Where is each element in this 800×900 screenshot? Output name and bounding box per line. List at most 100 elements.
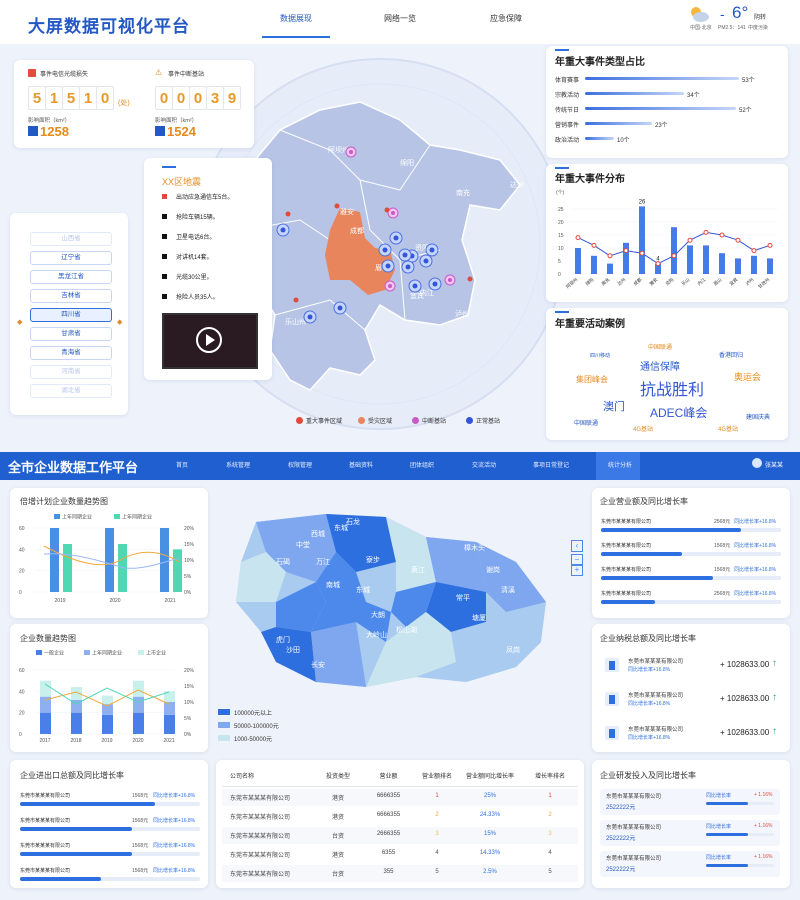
trend-point[interactable] — [623, 248, 629, 254]
stacked-bar[interactable] — [102, 714, 113, 734]
tab-emergency-support[interactable]: 应急保障 — [490, 14, 522, 23]
dist-bar[interactable] — [719, 253, 725, 274]
interrupted-station-marker[interactable] — [345, 146, 357, 158]
normal-station-marker[interactable] — [333, 301, 347, 315]
trend-point[interactable] — [591, 242, 597, 248]
major-event-point[interactable] — [293, 297, 299, 303]
stacked-bar[interactable] — [164, 691, 175, 702]
bottom-nav-item[interactable]: 权限管理 — [288, 463, 313, 469]
normal-station-marker[interactable] — [276, 223, 290, 237]
trend-point[interactable] — [655, 261, 661, 267]
stacked-bar[interactable] — [40, 696, 51, 713]
normal-station-marker[interactable] — [401, 260, 415, 274]
interrupted-station-marker[interactable] — [384, 280, 396, 292]
bottom-nav-item[interactable]: 团体组织 — [410, 463, 435, 469]
dist-bar[interactable] — [575, 248, 581, 274]
wordcloud-word[interactable]: 中国联通 — [648, 345, 673, 351]
stacked-bar[interactable] — [133, 696, 144, 713]
trend-point[interactable] — [751, 248, 757, 254]
wordcloud-word[interactable]: 奥运会 — [734, 372, 762, 382]
province-item[interactable]: 黑龙江省 — [30, 270, 112, 284]
bar[interactable] — [173, 549, 182, 592]
user-avatar[interactable] — [752, 458, 762, 468]
normal-station-marker[interactable] — [389, 231, 403, 245]
dist-bar[interactable] — [687, 245, 693, 274]
normal-station-marker[interactable] — [378, 243, 392, 257]
normal-station-marker[interactable] — [425, 243, 439, 257]
trend-point[interactable] — [575, 235, 581, 241]
wordcloud-word[interactable]: 集团峰会 — [576, 375, 608, 384]
normal-station-marker[interactable] — [398, 248, 412, 262]
trend-point[interactable] — [703, 229, 709, 235]
trend-point[interactable] — [767, 242, 773, 248]
wordcloud-word[interactable]: 澳门 — [603, 401, 625, 413]
play-icon[interactable] — [195, 326, 223, 354]
dist-bar[interactable] — [655, 263, 661, 274]
major-event-point[interactable] — [467, 276, 473, 282]
map-zoom-in[interactable]: + — [571, 564, 583, 576]
tab-data-display[interactable]: 数据展现 — [280, 14, 312, 23]
trend-point[interactable] — [735, 237, 741, 243]
bottom-nav-item[interactable]: 基础资料 — [349, 463, 374, 469]
interrupted-station-marker[interactable] — [387, 207, 399, 219]
province-item[interactable]: 甘肃省 — [30, 327, 112, 341]
province-item[interactable]: 河南省 — [30, 365, 112, 379]
wordcloud-word[interactable]: 通信保障 — [640, 362, 680, 373]
bar[interactable] — [50, 528, 59, 592]
wordcloud-word[interactable]: ADEC峰会 — [650, 406, 708, 420]
major-event-point[interactable] — [285, 211, 291, 217]
stacked-bar[interactable] — [71, 712, 82, 734]
province-item[interactable]: 辽宁省 — [30, 251, 112, 265]
interrupted-station-marker[interactable] — [444, 274, 456, 286]
stacked-bar[interactable] — [40, 680, 51, 697]
dist-bar[interactable] — [703, 245, 709, 274]
normal-station-marker[interactable] — [381, 259, 395, 273]
wordcloud-word[interactable]: 中国联通 — [574, 421, 599, 427]
trend-point[interactable] — [687, 237, 693, 243]
dist-bar[interactable] — [671, 227, 677, 274]
stacked-bar[interactable] — [133, 712, 144, 734]
bottom-nav-item[interactable]: 系统管理 — [226, 463, 251, 469]
stacked-bar[interactable] — [40, 712, 51, 734]
normal-station-marker[interactable] — [428, 277, 442, 291]
trend-point[interactable] — [607, 253, 613, 259]
normal-station-marker[interactable] — [408, 279, 422, 293]
bar[interactable] — [160, 528, 169, 592]
dist-bar[interactable] — [639, 206, 645, 274]
stacked-bar[interactable] — [71, 699, 82, 713]
province-item[interactable]: 湖北省 — [30, 384, 112, 398]
user-name[interactable]: 张某某 — [765, 463, 784, 469]
province-item[interactable]: 吉林省 — [30, 289, 112, 303]
wordcloud-word[interactable]: 香港回归 — [719, 353, 744, 359]
bottom-nav-item[interactable]: 首页 — [176, 463, 189, 469]
trend-point[interactable] — [719, 232, 725, 238]
map-control-left[interactable]: ‹ — [571, 540, 583, 552]
province-item[interactable]: 山西省 — [30, 232, 112, 246]
stacked-bar[interactable] — [71, 687, 82, 700]
bottom-nav-item[interactable]: 事项日常登记 — [533, 463, 570, 469]
stacked-bar[interactable] — [102, 695, 113, 705]
bar[interactable] — [63, 544, 72, 592]
dist-bar[interactable] — [623, 242, 629, 274]
major-event-point[interactable] — [384, 207, 390, 213]
stacked-bar[interactable] — [102, 704, 113, 715]
wordcloud-word[interactable]: 4G基站 — [633, 427, 654, 433]
bottom-nav-item[interactable]: 统计分析 — [608, 463, 633, 469]
stacked-bar[interactable] — [164, 714, 175, 734]
province-item[interactable]: 青海省 — [30, 346, 112, 360]
bottom-nav-item[interactable]: 交流活动 — [472, 463, 497, 469]
dist-bar[interactable] — [591, 255, 597, 274]
major-event-point[interactable] — [334, 203, 340, 209]
stacked-bar[interactable] — [133, 680, 144, 697]
bar[interactable] — [105, 528, 114, 592]
map-zoom-out[interactable]: − — [571, 554, 583, 566]
trend-point[interactable] — [639, 250, 645, 256]
dist-bar[interactable] — [607, 263, 613, 274]
normal-station-marker[interactable] — [419, 254, 433, 268]
dist-bar[interactable] — [767, 258, 773, 274]
wordcloud-word[interactable]: 抗战胜利 — [640, 382, 705, 399]
wordcloud-word[interactable]: 4G基站 — [718, 427, 739, 433]
wordcloud-word[interactable]: 建国庆典 — [746, 415, 771, 421]
province-item[interactable]: 四川省 — [30, 308, 112, 322]
normal-station-marker[interactable] — [303, 310, 317, 324]
